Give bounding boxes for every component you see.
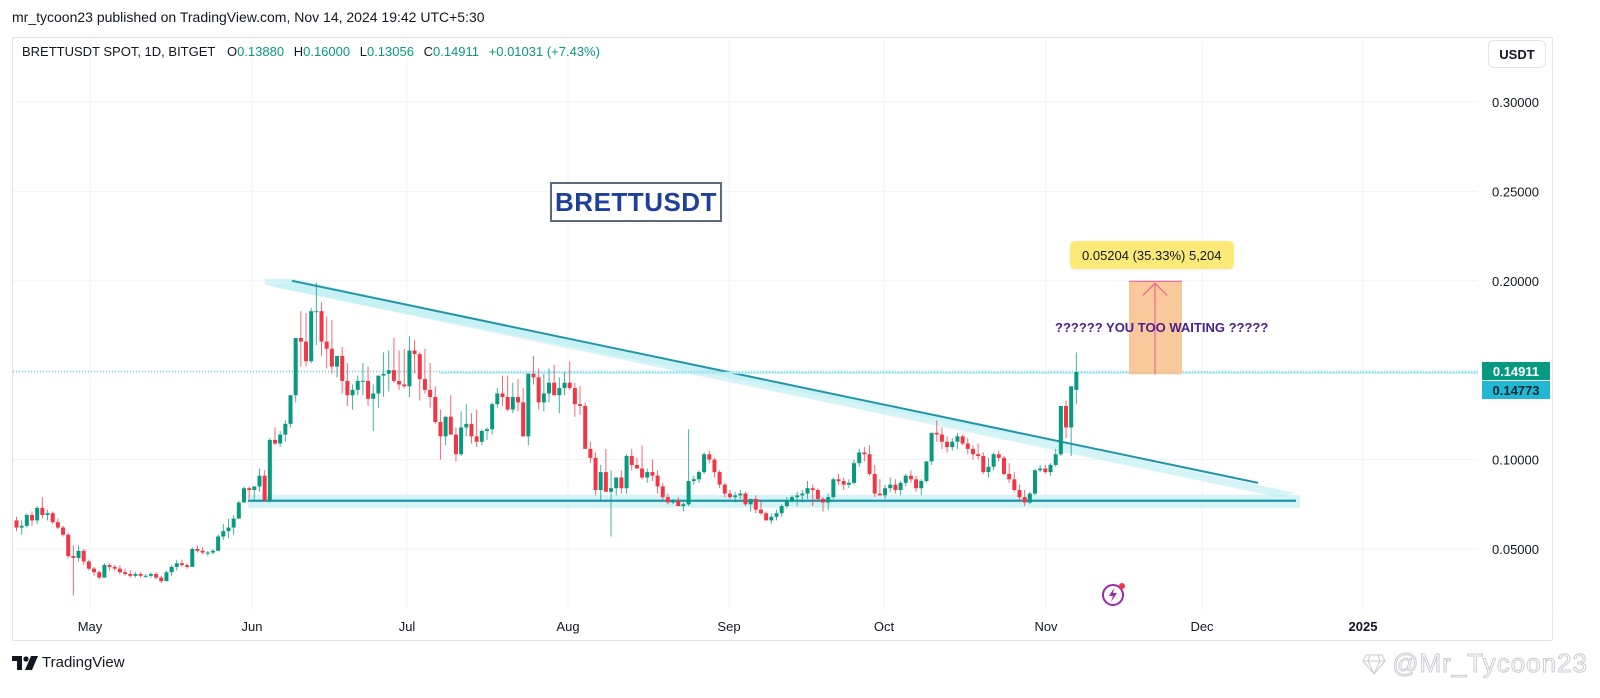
- time-tick-label: Jul: [399, 619, 416, 634]
- price-tick-label: 0.30000: [1492, 95, 1539, 110]
- price-tick-label: 0.10000: [1492, 453, 1539, 468]
- chart-frame[interactable]: [12, 37, 1553, 641]
- time-axis: May Jun Jul Aug Sep Oct Nov Dec 2025: [78, 619, 1378, 634]
- time-tick-label: Jun: [242, 619, 263, 634]
- tradingview-logo[interactable]: TradingView: [12, 654, 125, 671]
- time-tick-label: Aug: [556, 619, 579, 634]
- close-value: 0.14911: [432, 44, 480, 59]
- published-line: mr_tycoon23 published on TradingView.com…: [12, 9, 485, 25]
- symbol-name: BRETTUSDT SPOT, 1D, BITGET: [22, 44, 216, 59]
- tradingview-logo-icon: [12, 655, 38, 670]
- note-annotation[interactable]: ?????? YOU TOO WAITING ?????: [1055, 320, 1269, 335]
- time-tick-label: 2025: [1349, 619, 1378, 634]
- title-annotation[interactable]: BRETTUSDT: [550, 182, 722, 222]
- low-value: 0.13056: [366, 44, 414, 59]
- price-tick-label: 0.25000: [1492, 184, 1539, 199]
- time-tick-label: Dec: [1190, 619, 1214, 634]
- descending-trendline: [291, 279, 1259, 484]
- time-tick-label: Oct: [874, 619, 895, 634]
- symbol-legend: BRETTUSDT SPOT, 1D, BITGET O0.13880 H0.1…: [22, 44, 600, 59]
- price-tick-label: 0.20000: [1492, 274, 1539, 289]
- diamond-icon: [1362, 654, 1386, 675]
- change-value: +0.01031 (+7.43%): [488, 44, 600, 59]
- arrow-up-icon: [1142, 282, 1168, 296]
- time-tick-label: Nov: [1034, 619, 1058, 634]
- high-value: 0.16000: [303, 44, 351, 59]
- price-axis: 0.30000 0.25000 0.20000 0.10000 0.05000: [1492, 95, 1539, 557]
- measure-label[interactable]: 0.05204 (35.33%) 5,204: [1070, 241, 1234, 269]
- time-tick-label: Sep: [717, 619, 740, 634]
- open-value: 0.13880: [237, 44, 285, 59]
- tradingview-brand: TradingView: [42, 654, 125, 671]
- time-tick-label: May: [78, 619, 103, 634]
- secondary-price-tag: 0.14773: [1482, 381, 1550, 399]
- overlays: [1129, 280, 1182, 375]
- price-tick-label: 0.05000: [1492, 542, 1539, 557]
- grid-lines: [12, 38, 1553, 640]
- watermark: @Mr_Tycoon23: [1362, 648, 1588, 679]
- lightning-icon[interactable]: [1100, 580, 1128, 608]
- last-price-tag: 0.14911: [1482, 362, 1550, 380]
- candles: [14, 282, 1079, 596]
- currency-button[interactable]: USDT: [1488, 40, 1546, 68]
- drawings: [13, 278, 1478, 508]
